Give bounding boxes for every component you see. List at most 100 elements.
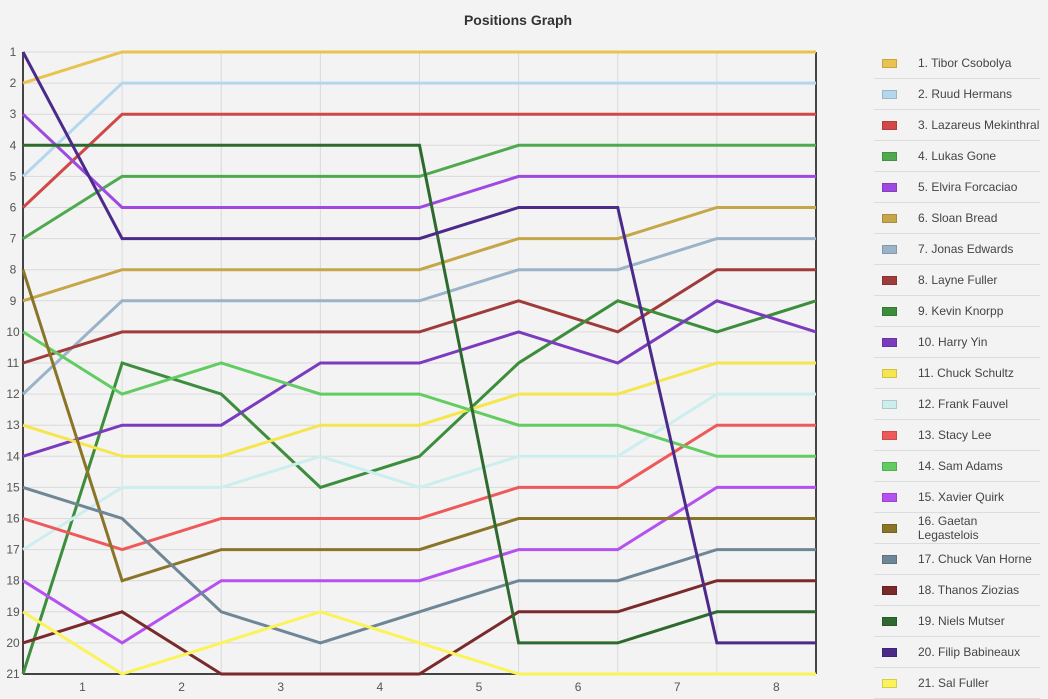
legend-label: 4. Lukas Gone [918, 149, 997, 163]
y-tick-label: 17 [6, 543, 20, 557]
legend-item[interactable]: 18. Thanos Ziozias [874, 575, 1040, 606]
y-tick-label: 14 [6, 449, 20, 463]
legend-label: 2. Ruud Hermans [918, 87, 1013, 101]
legend-swatch [882, 89, 897, 99]
series-line-16 [21, 269, 816, 583]
y-tick-label: 19 [6, 605, 20, 619]
x-tick-label: 6 [575, 680, 582, 694]
y-tick-label: 12 [6, 387, 20, 401]
legend-item[interactable]: 2. Ruud Hermans [874, 79, 1040, 110]
legend-item[interactable]: 6. Sloan Bread [874, 203, 1040, 234]
series-line-3 [21, 112, 816, 209]
series-line-18 [22, 579, 816, 676]
legend-item[interactable]: 4. Lukas Gone [874, 141, 1040, 172]
legend-item[interactable]: 17. Chuck Van Horne [874, 544, 1040, 575]
legend: 1. Tibor Csobolya 2. Ruud Hermans 3. Lazar… [874, 48, 1040, 699]
legend-swatch [882, 585, 897, 595]
legend-label: 7. Jonas Edwards [918, 242, 1014, 256]
legend-label: 20. Filip Babineaux [918, 645, 1021, 659]
legend-label: 6. Sloan Bread [918, 211, 998, 225]
legend-swatch [882, 213, 897, 223]
legend-swatch [882, 306, 897, 316]
y-tick-label: 5 [10, 169, 17, 183]
y-tick-label: 10 [6, 325, 20, 339]
legend-item[interactable]: 5. Elvira Forcaciao [874, 172, 1040, 203]
chart-title: Positions Graph [463, 12, 573, 28]
x-tick-label: 3 [277, 680, 284, 694]
legend-swatch [882, 120, 897, 130]
legend-label: 18. Thanos Ziozias [918, 583, 1020, 597]
legend-label: 21. Sal Fuller [918, 676, 989, 690]
legend-label: 5. Elvira Forcaciao [918, 180, 1018, 194]
x-tick-label: 8 [773, 680, 780, 694]
legend-label: 8. Layne Fuller [918, 273, 998, 287]
legend-label: 11. Chuck Schultz [918, 366, 1014, 380]
legend-label: 10. Harry Yin [918, 335, 988, 349]
y-tick-label: 18 [6, 574, 20, 588]
legend-label: 1. Tibor Csobolya [918, 56, 1012, 70]
y-tick-label: 7 [10, 232, 17, 246]
legend-item[interactable]: 19. Niels Mutser [874, 606, 1040, 637]
x-tick-label: 2 [178, 680, 185, 694]
y-tick-label: 15 [6, 480, 20, 494]
series-line-14 [22, 330, 816, 458]
legend-item[interactable]: 11. Chuck Schultz [874, 358, 1040, 389]
legend-item[interactable]: 1. Tibor Csobolya [874, 48, 1040, 79]
y-tick-label: 20 [6, 636, 20, 650]
legend-label: 3. Lazareus Mekinthral [918, 118, 1040, 132]
series-line-21 [22, 610, 816, 676]
series-line-6 [22, 206, 816, 303]
legend-swatch [882, 523, 897, 533]
legend-item[interactable]: 13. Stacy Lee [874, 420, 1040, 451]
y-tick-label: 16 [6, 512, 20, 526]
legend-item[interactable]: 9. Kevin Knorpp [874, 296, 1040, 327]
legend-item[interactable]: 15. Xavier Quirk [874, 482, 1040, 513]
legend-item[interactable]: 7. Jonas Edwards [874, 234, 1040, 265]
y-tick-label: 4 [10, 138, 17, 152]
series-line-4 [22, 143, 816, 240]
legend-swatch [882, 430, 897, 440]
legend-item[interactable]: 14. Sam Adams [874, 451, 1040, 482]
legend-item[interactable]: 12. Frank Fauvel [874, 389, 1040, 420]
y-tick-label: 6 [10, 201, 17, 215]
legend-swatch [882, 461, 897, 471]
legend-swatch [882, 678, 897, 688]
legend-item[interactable]: 10. Harry Yin [874, 327, 1040, 358]
series-line-1 [22, 50, 816, 85]
legend-label: 17. Chuck Van Horne [918, 552, 1032, 566]
legend-swatch [882, 368, 897, 378]
series-lines [21, 50, 817, 676]
legend-item[interactable]: 3. Lazareus Mekinthral [874, 110, 1040, 141]
y-tick-label: 2 [10, 76, 17, 90]
x-tick-label: 1 [79, 680, 86, 694]
series-line-7 [21, 237, 816, 396]
series-line-15 [22, 485, 816, 645]
legend-label: 16. Gaetan Legastelois [917, 514, 979, 542]
y-tick-label: 8 [10, 263, 17, 277]
legend-item[interactable]: 8. Layne Fuller [874, 265, 1040, 296]
legend-item[interactable]: 16. Gaetan Legastelois [874, 513, 1040, 544]
x-axis-ticks: 1 2 3 4 5 6 7 8 [79, 680, 780, 694]
series-line-11 [22, 361, 816, 458]
legend-item[interactable]: 21. Sal Fuller [874, 668, 1040, 699]
legend-swatch [882, 182, 897, 192]
series-line-20 [21, 51, 816, 645]
legend-swatch [882, 554, 897, 564]
legend-swatch [882, 151, 897, 161]
legend-swatch [882, 492, 897, 502]
legend-swatch [882, 244, 897, 254]
y-tick-label: 9 [10, 294, 17, 308]
legend-label: 14. Sam Adams [918, 459, 1003, 473]
y-tick-label: 11 [7, 356, 20, 370]
series-line-12 [22, 392, 816, 551]
legend-swatch [882, 337, 897, 347]
legend-item[interactable]: 20. Filip Babineaux [874, 637, 1040, 668]
legend-swatch [882, 399, 897, 409]
x-tick-label: 7 [674, 680, 681, 694]
legend-label: 19. Niels Mutser [918, 614, 1005, 628]
y-tick-label: 21 [6, 667, 20, 681]
legend-label: 15. Xavier Quirk [918, 490, 1005, 504]
legend-label: 13. Stacy Lee [918, 428, 992, 442]
